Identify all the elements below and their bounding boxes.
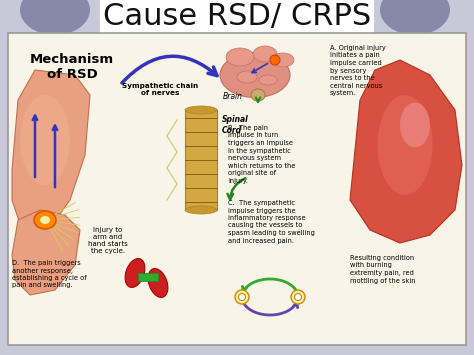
Polygon shape — [12, 210, 80, 295]
Circle shape — [291, 290, 305, 304]
Ellipse shape — [300, 0, 370, 35]
Ellipse shape — [185, 106, 217, 114]
Ellipse shape — [272, 53, 294, 67]
Ellipse shape — [20, 95, 70, 185]
Circle shape — [270, 55, 280, 65]
Ellipse shape — [220, 53, 290, 98]
Ellipse shape — [34, 211, 56, 229]
Text: D.  The pain triggers
another response,
establishing a cycle of
pain and swellin: D. The pain triggers another response, e… — [12, 260, 87, 289]
Ellipse shape — [226, 48, 254, 66]
Text: Brain: Brain — [223, 92, 243, 101]
Polygon shape — [350, 60, 462, 243]
Ellipse shape — [40, 216, 50, 224]
Text: Spinal
Cord: Spinal Cord — [222, 115, 249, 135]
FancyBboxPatch shape — [100, 0, 374, 33]
Text: B.  The pain
impulse in turn
triggers an impulse
in the sympathetic
nervous syst: B. The pain impulse in turn triggers an … — [228, 125, 295, 184]
Ellipse shape — [237, 71, 257, 83]
Ellipse shape — [251, 89, 265, 101]
Circle shape — [238, 294, 246, 300]
Text: Mechanism
of RSD: Mechanism of RSD — [30, 53, 114, 81]
Ellipse shape — [95, 0, 165, 35]
FancyBboxPatch shape — [185, 110, 217, 210]
Ellipse shape — [253, 46, 277, 62]
Text: Sympathetic chain
of nerves: Sympathetic chain of nerves — [122, 83, 198, 96]
Ellipse shape — [185, 206, 217, 214]
Ellipse shape — [125, 258, 145, 288]
Circle shape — [294, 294, 301, 300]
Circle shape — [235, 290, 249, 304]
Text: Resulting condition
with burning
extremity pain, red
mottling of the skin: Resulting condition with burning extremi… — [350, 255, 416, 284]
FancyBboxPatch shape — [8, 33, 466, 345]
Ellipse shape — [148, 269, 168, 297]
Text: Cause RSD/ CRPS: Cause RSD/ CRPS — [103, 1, 371, 31]
Ellipse shape — [377, 95, 432, 195]
Ellipse shape — [259, 75, 277, 85]
Text: C.  The sympathetic
impulse triggers the
inflammatory response
causing the vesse: C. The sympathetic impulse triggers the … — [228, 200, 315, 244]
Ellipse shape — [380, 0, 450, 35]
Polygon shape — [12, 70, 90, 235]
FancyBboxPatch shape — [138, 273, 158, 281]
Ellipse shape — [400, 103, 430, 147]
Ellipse shape — [165, 0, 235, 35]
Text: A. Original injury
initiates a pain
impulse carried
by sensory
nerves to the
cen: A. Original injury initiates a pain impu… — [330, 45, 386, 96]
Text: Injury to
arm and
hand starts
the cycle.: Injury to arm and hand starts the cycle. — [88, 227, 128, 254]
Ellipse shape — [20, 0, 90, 35]
